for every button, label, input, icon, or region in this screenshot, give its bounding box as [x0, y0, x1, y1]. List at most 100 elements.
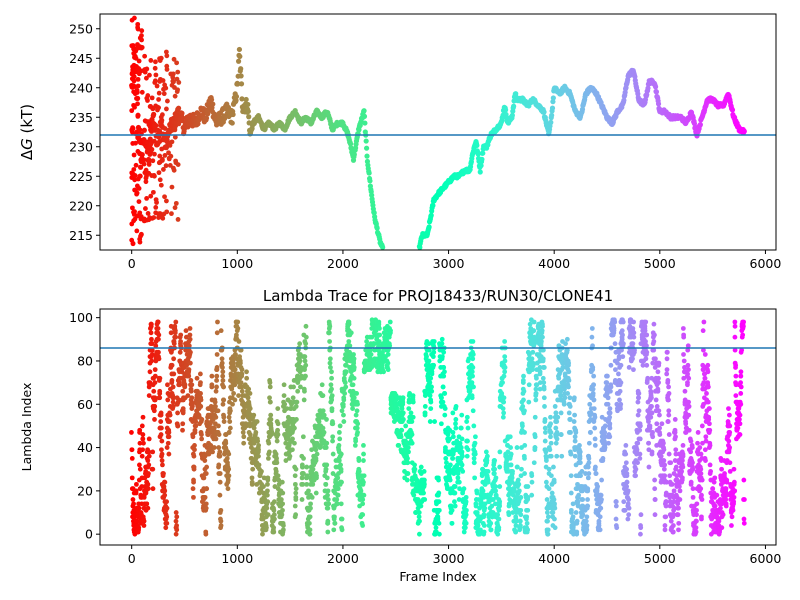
lambda-point: [159, 438, 165, 444]
lambda-point: [301, 455, 306, 461]
lambda-point: [432, 419, 438, 424]
lambda-point: [377, 326, 382, 331]
lambda-point: [159, 447, 164, 453]
lambda-point: [211, 445, 217, 450]
y-tick-label: 235: [69, 110, 93, 125]
lambda-point: [326, 501, 332, 507]
lambda-point: [612, 341, 618, 347]
lambda-point: [220, 369, 226, 375]
lambda-point: [551, 479, 557, 485]
lambda-point: [409, 440, 415, 446]
lambda-point: [174, 523, 180, 528]
lambda-point: [255, 438, 261, 444]
lambda-point: [592, 414, 598, 420]
lambda-point: [158, 419, 164, 424]
lambda-point: [481, 523, 487, 528]
delta-g-point: [210, 101, 216, 107]
y-tick-label: 240: [69, 80, 93, 95]
lambda-point: [584, 527, 590, 533]
lambda-point: [325, 520, 331, 526]
lambda-point: [304, 464, 310, 470]
lambda-point: [201, 475, 207, 481]
lambda-point: [247, 423, 253, 429]
lambda-point: [458, 445, 464, 450]
delta-g-x-ticks: 0 1000 2000 3000 4000 5000 6000: [128, 250, 781, 271]
delta-g-point: [478, 162, 484, 169]
lambda-point: [547, 447, 553, 453]
lambda-point: [585, 475, 591, 481]
lambda-point: [143, 490, 149, 496]
lambda-point: [464, 414, 470, 420]
lambda-point: [352, 443, 358, 448]
lambda-point: [239, 388, 245, 394]
lambda-point: [152, 417, 157, 422]
lambda-point: [428, 375, 434, 381]
lambda-point: [410, 414, 416, 420]
lambda-point: [356, 455, 362, 461]
lambda-point: [146, 453, 152, 459]
lambda-point: [387, 319, 393, 325]
lambda-point: [521, 373, 526, 379]
delta-g-point: [230, 111, 236, 118]
lambda-point: [521, 388, 527, 394]
lambda-trace-title: Lambda Trace for PROJ18433/RUN30/CLONE41: [263, 287, 613, 305]
lambda-point: [161, 484, 167, 489]
lambda-point: [374, 365, 380, 370]
lambda-point: [571, 419, 577, 424]
lambda-point: [522, 471, 528, 476]
lambda-point: [360, 501, 366, 507]
lambda-point: [164, 514, 170, 520]
delta-g-point: [141, 218, 147, 224]
lambda-point: [191, 464, 197, 470]
lambda-point: [219, 356, 225, 362]
lambda-point: [156, 332, 162, 338]
lambda-point: [452, 490, 458, 496]
delta-g-point: [153, 103, 159, 109]
lambda-point: [474, 490, 480, 496]
lambda-point: [337, 436, 343, 442]
lambda-point: [464, 453, 470, 459]
lambda-point: [235, 319, 241, 325]
lambda-point: [231, 360, 236, 366]
delta-g-point: [176, 121, 182, 127]
lambda-point: [300, 481, 306, 487]
delta-g-point: [147, 152, 153, 157]
lambda-point: [343, 369, 349, 375]
lambda-point: [568, 473, 574, 479]
lambda-point: [180, 408, 186, 414]
lambda-point: [521, 397, 526, 403]
lambda-point: [493, 484, 498, 489]
lambda-point: [185, 393, 191, 399]
lambda-point: [585, 486, 591, 492]
delta-g-point: [380, 244, 386, 250]
lambda-point: [240, 430, 246, 435]
lambda-point: [575, 499, 581, 505]
lambda-point: [458, 425, 464, 431]
lambda-point: [325, 505, 331, 511]
lambda-point: [361, 479, 366, 485]
lambda-point: [214, 384, 219, 390]
lambda-point: [607, 434, 613, 440]
lambda-point: [186, 367, 192, 373]
delta-g-point: [146, 170, 152, 176]
lambda-point: [455, 471, 461, 476]
lambda-point: [368, 352, 374, 357]
lambda-point: [470, 365, 476, 370]
lambda-point: [591, 397, 597, 403]
delta-g-point: [152, 151, 157, 157]
lambda-point: [164, 520, 170, 526]
delta-g-point: [152, 65, 158, 71]
lambda-point: [214, 330, 220, 336]
lambda-point: [144, 501, 150, 507]
lambda-point: [439, 395, 444, 401]
lambda-point: [334, 497, 340, 502]
lambda-point: [149, 347, 155, 353]
lambda-point: [331, 527, 337, 533]
lambda-point: [309, 494, 315, 500]
lambda-point: [174, 514, 180, 520]
lambda-point: [398, 427, 404, 433]
lambda-point: [155, 326, 161, 331]
lambda-point: [456, 497, 462, 502]
delta-g-point: [173, 158, 179, 164]
delta-g-point: [136, 199, 142, 205]
